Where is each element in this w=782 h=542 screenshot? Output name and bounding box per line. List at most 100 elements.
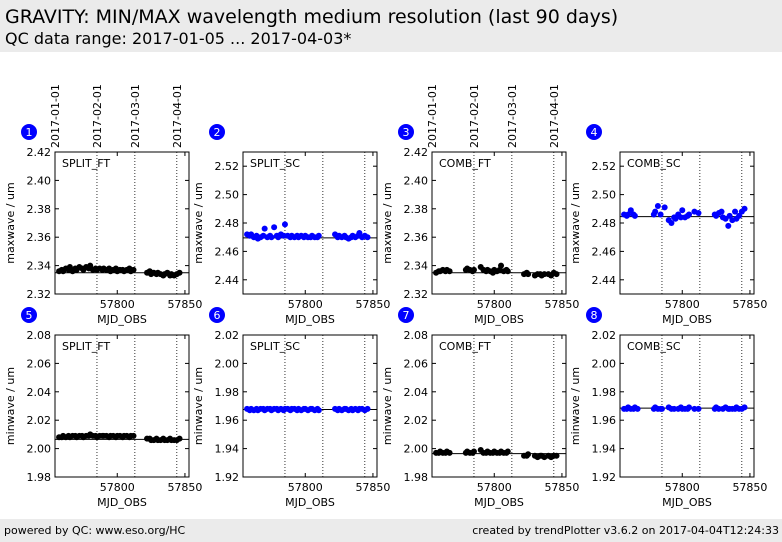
panel-number-badge <box>209 307 225 323</box>
x-tick-label: 57850 <box>544 298 579 311</box>
x-tick-label: 57850 <box>355 298 390 311</box>
date-tick-label: 2017-02-01 <box>468 84 481 148</box>
y-tick-label: 2.48 <box>215 217 240 230</box>
panel-number-badge <box>21 307 37 323</box>
x-axis-label: MJD_OBS <box>662 496 712 509</box>
x-tick-label: 57800 <box>100 298 135 311</box>
y-tick-label: 1.94 <box>215 443 240 456</box>
y-tick-label: 2.34 <box>404 260 429 273</box>
data-point <box>686 211 693 218</box>
plot-7: 1.98 2.00 2.02 2.04 2.06 2.08 57800 57850 MJD_OB… <box>381 307 579 509</box>
y-tick-label: 2.08 <box>404 329 429 342</box>
data-point <box>261 225 268 232</box>
panel-label: COMB_FT <box>439 157 491 170</box>
plot-frame <box>242 334 378 478</box>
data-point <box>446 449 453 456</box>
panel-label: SPLIT_SC <box>250 157 300 170</box>
data-point <box>176 435 183 442</box>
data-point <box>686 404 693 411</box>
plot-frame <box>54 151 190 295</box>
data-point <box>470 266 477 273</box>
y-tick-label: 2.42 <box>404 146 429 159</box>
data-point <box>631 212 638 219</box>
y-tick-label: 2.50 <box>592 189 617 202</box>
x-tick-label: 57850 <box>732 298 767 311</box>
date-tick-label: 2017-03-01 <box>129 84 142 148</box>
x-axis-label: MJD_OBS <box>285 313 335 326</box>
x-tick-label: 57850 <box>167 481 202 494</box>
data-point <box>718 208 725 215</box>
data-point <box>470 448 477 455</box>
report-header: GRAVITY: MIN/MAX wavelength medium resol… <box>0 0 782 52</box>
panel-number: 6 <box>214 309 221 322</box>
data-point <box>553 452 560 459</box>
x-tick-label: 57800 <box>665 298 700 311</box>
x-tick-label: 57800 <box>100 481 135 494</box>
panel-number-badge <box>21 124 37 140</box>
y-tick-label: 2.02 <box>404 414 429 427</box>
data-point <box>315 232 322 239</box>
x-axis-label: MJD_OBS <box>474 496 524 509</box>
data-point <box>726 212 733 219</box>
y-tick-label: 2.08 <box>27 329 52 342</box>
panel-number: 7 <box>403 309 410 322</box>
plot-frame <box>619 334 755 478</box>
data-point <box>725 222 732 229</box>
y-tick-label: 2.00 <box>592 357 617 370</box>
x-tick-label: 57800 <box>288 298 323 311</box>
y-tick-label: 2.04 <box>404 386 429 399</box>
data-point <box>525 271 532 278</box>
data-point <box>364 234 371 241</box>
data-point <box>657 211 664 218</box>
data-point <box>661 204 668 211</box>
page-title: GRAVITY: MIN/MAX wavelength medium resol… <box>5 6 619 28</box>
y-tick-label: 2.06 <box>27 357 52 370</box>
y-tick-label: 2.06 <box>404 357 429 370</box>
panel-number-badge <box>209 124 225 140</box>
data-point <box>741 404 748 411</box>
y-tick-label: 1.98 <box>592 386 617 399</box>
data-point <box>176 269 183 276</box>
x-axis-label: MJD_OBS <box>97 496 147 509</box>
panel-number-badge <box>398 124 414 140</box>
y-tick-label: 2.40 <box>27 174 52 187</box>
y-tick-label: 2.04 <box>27 386 52 399</box>
y-tick-label: 2.46 <box>215 245 240 258</box>
data-point <box>66 264 73 271</box>
plot-frame <box>619 151 755 295</box>
plot-5: 1.98 2.00 2.02 2.04 2.06 2.08 57800 57850 MJD_OB… <box>4 307 202 509</box>
data-point <box>525 451 532 458</box>
data-point <box>87 262 94 269</box>
y-tick-label: 2.48 <box>592 217 617 230</box>
y-tick-label: 2.52 <box>215 160 240 173</box>
x-axis-label: MJD_OBS <box>285 496 335 509</box>
y-tick-label: 2.00 <box>27 443 52 456</box>
y-tick-label: 2.00 <box>404 443 429 456</box>
data-point <box>679 207 686 214</box>
x-tick-label: 57850 <box>167 298 202 311</box>
date-tick-label: 2017-02-01 <box>91 84 104 148</box>
plot-2: 2.44 2.46 2.48 2.50 2.52 57800 57850 MJD_OBS max… <box>192 124 390 326</box>
x-tick-label: 57800 <box>665 481 700 494</box>
y-tick-label: 2.44 <box>592 274 617 287</box>
panel-number: 3 <box>403 126 410 139</box>
panel-number-badge <box>586 307 602 323</box>
panel-label: COMB_FT <box>439 340 491 353</box>
x-axis-label: MJD_OBS <box>97 313 147 326</box>
panel-label: COMB_SC <box>627 157 681 170</box>
date-tick-label: 2017-04-01 <box>171 84 184 148</box>
y-tick-label: 1.98 <box>215 386 240 399</box>
plot-frame <box>431 334 567 478</box>
data-point <box>732 208 739 215</box>
panel-number: 8 <box>591 309 598 322</box>
panel-number: 5 <box>26 309 33 322</box>
y-axis-label: minwave / um <box>569 367 582 445</box>
date-tick-label: 2017-04-01 <box>548 84 561 148</box>
data-point <box>446 268 453 275</box>
data-point <box>668 220 675 226</box>
y-tick-label: 2.40 <box>404 174 429 187</box>
y-tick-label: 2.36 <box>404 231 429 244</box>
y-tick-label: 1.94 <box>592 443 617 456</box>
data-point <box>271 224 278 231</box>
plot-frame <box>431 151 567 295</box>
